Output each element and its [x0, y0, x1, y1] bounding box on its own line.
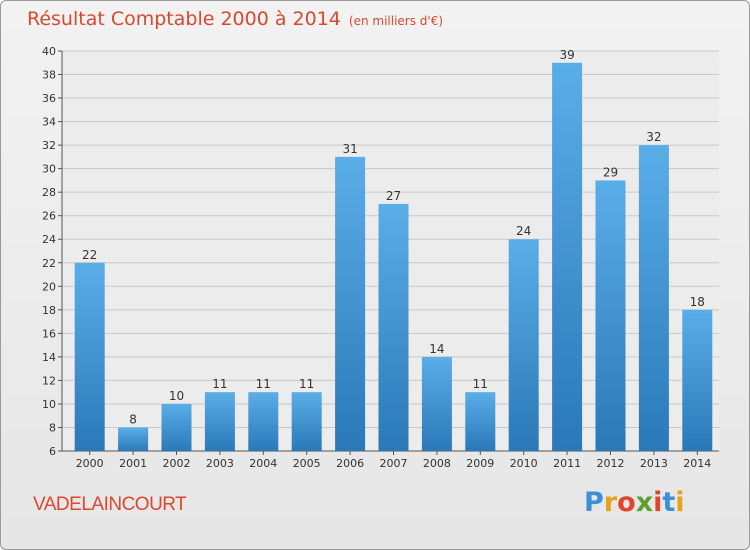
- y-tick-label: 10: [42, 398, 56, 411]
- y-tick-label: 20: [42, 280, 56, 293]
- x-tick-label: 2005: [293, 457, 321, 470]
- y-tick-label: 6: [49, 445, 56, 458]
- logo-letter: o: [617, 487, 636, 518]
- bar-value-label: 11: [473, 377, 488, 391]
- bar-value-label: 11: [299, 377, 314, 391]
- logo-letter: i: [653, 487, 663, 518]
- logo-letter: r: [603, 487, 618, 518]
- bar-value-label: 22: [82, 248, 97, 262]
- bar-value-label: 11: [256, 377, 271, 391]
- bar: [118, 427, 149, 451]
- y-tick-label: 24: [42, 233, 56, 246]
- bar: [508, 239, 539, 451]
- x-tick-label: 2013: [640, 457, 668, 470]
- logo-letter: i: [675, 487, 685, 518]
- y-tick-label: 36: [42, 92, 56, 105]
- bar: [161, 403, 192, 451]
- x-tick-label: 2002: [163, 457, 191, 470]
- x-tick-label: 2003: [206, 457, 234, 470]
- bar-value-label: 32: [646, 130, 661, 144]
- x-tick-label: 2001: [119, 457, 147, 470]
- bar: [638, 145, 669, 451]
- y-tick-label: 14: [42, 351, 56, 364]
- x-tick-label: 2006: [336, 457, 364, 470]
- x-tick-label: 2012: [597, 457, 625, 470]
- chart-title-text: Résultat Comptable 2000 à 2014: [27, 8, 341, 30]
- bar-value-label: 10: [169, 389, 184, 403]
- bar-value-label: 18: [690, 295, 705, 309]
- x-tick-label: 2000: [76, 457, 104, 470]
- bar-value-label: 39: [559, 48, 574, 62]
- y-tick-label: 30: [42, 163, 56, 176]
- bar: [204, 392, 235, 451]
- bar: [335, 156, 366, 451]
- chart-subtitle: (en milliers d'€): [348, 14, 444, 28]
- bar-value-label: 24: [516, 224, 531, 238]
- y-tick-label: 18: [42, 304, 56, 317]
- x-tick-label: 2010: [510, 457, 538, 470]
- y-tick-label: 8: [49, 421, 56, 434]
- bar: [248, 392, 279, 451]
- bar: [595, 180, 626, 452]
- bar-value-label: 11: [212, 377, 227, 391]
- y-tick-label: 26: [42, 210, 56, 223]
- logo-letter: x: [635, 487, 654, 518]
- x-tick-label: 2008: [423, 457, 451, 470]
- y-tick-label: 40: [42, 45, 56, 58]
- proxiti-logo: Proxiti: [584, 487, 685, 518]
- bar: [291, 392, 322, 451]
- bar: [682, 309, 713, 451]
- bar-value-label: 31: [342, 142, 357, 156]
- bar-value-label: 8: [129, 412, 137, 426]
- bar-value-label: 14: [429, 342, 444, 356]
- bar-value-label: 27: [386, 189, 401, 203]
- y-tick-label: 32: [42, 139, 56, 152]
- x-tick-label: 2014: [683, 457, 711, 470]
- commune-name: VADELAINCOURT: [33, 494, 187, 515]
- bar: [552, 62, 583, 451]
- bar: [74, 262, 105, 451]
- bar: [465, 392, 496, 451]
- logo-letter: P: [584, 487, 604, 518]
- x-tick-label: 2004: [249, 457, 277, 470]
- bar: [378, 203, 409, 451]
- bar: [421, 356, 452, 451]
- chart-title: Résultat Comptable 2000 à 2014 (en millie…: [27, 8, 443, 30]
- x-tick-label: 2011: [553, 457, 581, 470]
- y-tick-label: 16: [42, 327, 56, 340]
- y-tick-label: 12: [42, 374, 56, 387]
- y-tick-label: 22: [42, 257, 56, 270]
- y-tick-label: 28: [42, 186, 56, 199]
- bar-value-label: 29: [603, 165, 618, 179]
- y-tick-label: 38: [42, 69, 56, 82]
- logo-letter: t: [662, 487, 676, 518]
- x-tick-label: 2007: [380, 457, 408, 470]
- y-tick-label: 34: [42, 116, 56, 129]
- x-tick-label: 2009: [466, 457, 494, 470]
